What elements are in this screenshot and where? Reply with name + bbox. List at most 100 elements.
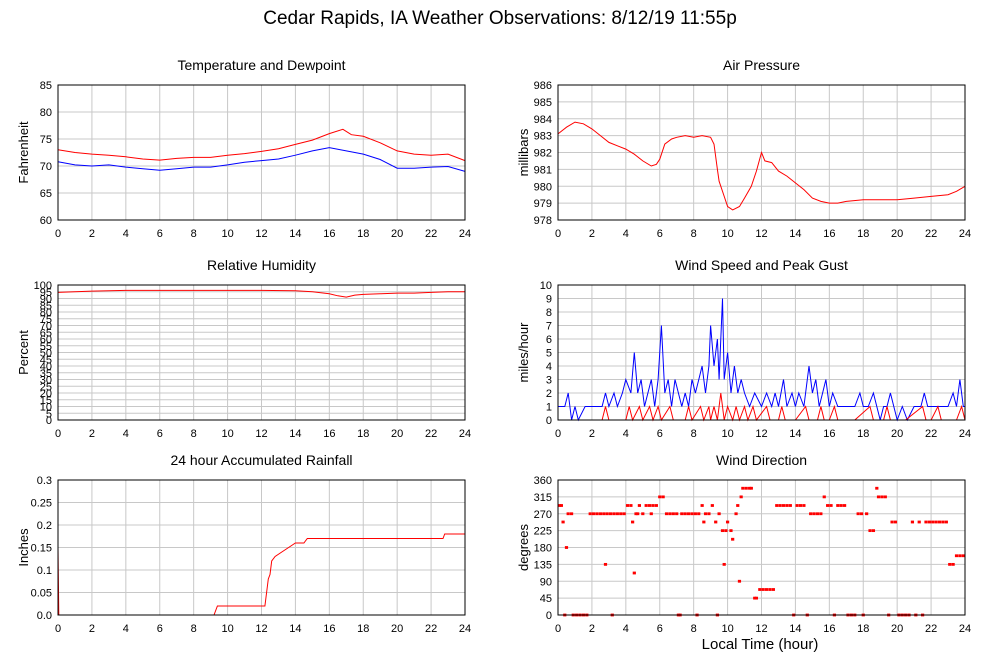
y-tick-label: 135: [534, 559, 552, 571]
data-point: [802, 504, 806, 507]
x-tick-label: 12: [755, 623, 767, 635]
y-tick-label: 986: [534, 80, 552, 92]
x-tick-label: 10: [221, 228, 233, 240]
data-point: [707, 512, 711, 516]
y-tick-label: 180: [534, 543, 552, 555]
y-axis-label: Inches: [16, 528, 31, 567]
data-point: [564, 546, 569, 549]
y-tick-label: 3: [546, 375, 552, 387]
data-point: [619, 512, 623, 516]
y-tick-label: 45: [540, 593, 552, 605]
y-tick-label: 0: [546, 610, 552, 622]
y-tick-label: 979: [534, 198, 552, 210]
data-point: [778, 504, 782, 507]
data-point: [951, 562, 955, 566]
data-point: [944, 520, 948, 524]
y-tick-label: 55: [40, 341, 52, 353]
x-tick-label: 20: [891, 623, 903, 635]
y-tick-label: 0.15: [31, 543, 52, 555]
y-axis-label: millibars: [516, 128, 531, 176]
data-point: [819, 512, 823, 516]
y-tick-label: 1: [546, 402, 552, 414]
y-tick-label: 4: [546, 361, 552, 373]
y-tick-label: 90: [540, 576, 552, 588]
chart-title: Temperature and Dewpoint: [177, 57, 345, 73]
x-tick-label: 10: [721, 428, 733, 440]
data-point: [749, 486, 753, 490]
data-point: [649, 512, 653, 516]
y-tick-label: 70: [40, 321, 52, 333]
x-tick-label: 16: [823, 428, 835, 440]
data-point: [836, 504, 840, 507]
chart-title: Air Pressure: [723, 57, 800, 73]
y-tick-label: 0.3: [37, 475, 52, 487]
x-tick-label: 6: [157, 228, 163, 240]
x-tick-label: 10: [721, 623, 733, 635]
data-point: [671, 512, 675, 516]
y-tick-label: 95: [40, 287, 52, 299]
plot-frame: [557, 284, 966, 421]
series-line-red: [57, 289, 465, 298]
x-tick-label: 14: [289, 623, 301, 635]
data-point: [644, 504, 648, 507]
x-tick-label: 24: [959, 623, 971, 635]
x-tick-label: 6: [657, 623, 663, 635]
y-tick-label: 25: [40, 381, 52, 393]
x-tick-label: 8: [191, 228, 197, 240]
y-tick-label: 15: [40, 395, 52, 407]
y-tick-label: 6: [546, 334, 552, 346]
x-tick-label: 4: [123, 428, 129, 440]
chart-title: Wind Direction: [716, 452, 807, 468]
x-tick-label: 16: [323, 428, 335, 440]
series-line-blue: [558, 298, 965, 422]
y-tick-label: 20: [40, 388, 52, 400]
data-point: [934, 520, 938, 524]
x-tick-label: 4: [123, 228, 129, 240]
y-tick-label: 75: [40, 134, 52, 146]
data-point: [612, 512, 616, 516]
y-tick-label: 35: [40, 368, 52, 380]
x-axis-label: Local Time (hour): [701, 636, 819, 653]
data-point: [731, 537, 735, 541]
x-tick-label: 24: [959, 428, 971, 440]
x-tick-label: 24: [959, 228, 971, 240]
x-tick-label: 2: [89, 623, 95, 635]
data-point: [729, 529, 733, 533]
data-point: [720, 529, 725, 533]
data-point: [890, 520, 894, 524]
data-point: [856, 512, 860, 516]
data-point: [798, 504, 803, 507]
data-point: [883, 495, 887, 499]
x-tick-label: 20: [891, 428, 903, 440]
data-point: [795, 504, 799, 507]
data-point: [664, 512, 669, 516]
data-point: [602, 512, 606, 516]
data-point: [710, 504, 714, 507]
data-point: [631, 520, 635, 524]
data-point: [725, 520, 730, 524]
data-point: [714, 520, 718, 524]
data-point: [592, 512, 596, 516]
x-tick-label: 20: [391, 623, 403, 635]
data-point: [734, 512, 738, 516]
data-point: [788, 504, 792, 507]
x-tick-label: 4: [123, 623, 129, 635]
y-axis-label: Percent: [16, 330, 31, 375]
x-tick-label: 14: [789, 428, 801, 440]
data-point: [603, 562, 608, 566]
y-tick-label: 85: [40, 80, 52, 92]
chart-title: Wind Speed and Peak Gust: [675, 257, 848, 273]
data-point: [717, 512, 721, 516]
y-tick-label: 60: [40, 334, 52, 346]
data-point: [658, 495, 662, 499]
data-point: [812, 512, 816, 516]
data-point: [785, 504, 789, 507]
y-tick-label: 225: [534, 526, 552, 538]
y-tick-label: 985: [534, 97, 552, 109]
y-tick-label: 981: [534, 164, 552, 176]
data-point: [661, 495, 665, 499]
data-point: [722, 562, 726, 566]
x-tick-label: 0: [55, 428, 61, 440]
